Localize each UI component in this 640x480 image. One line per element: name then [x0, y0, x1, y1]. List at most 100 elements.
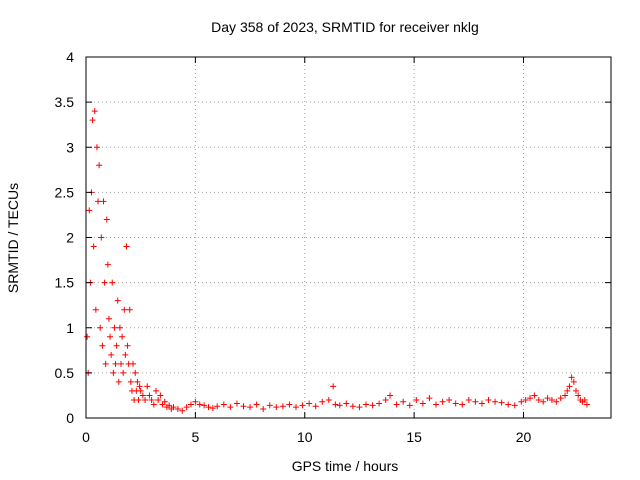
data-point [233, 400, 240, 407]
data-point [419, 400, 426, 407]
data-point [426, 395, 433, 402]
data-point [179, 407, 186, 414]
data-point [356, 404, 363, 411]
data-point [201, 402, 208, 409]
data-point [498, 399, 505, 406]
data-point [540, 398, 547, 405]
x-tick-label: 20 [516, 429, 532, 445]
data-point [511, 402, 518, 409]
data-point [369, 402, 376, 409]
data-point [89, 117, 96, 124]
data-point [349, 403, 356, 410]
data-points [84, 108, 590, 414]
data-point [583, 401, 590, 408]
data-point [155, 396, 162, 403]
data-point [122, 351, 129, 358]
data-point [116, 324, 123, 331]
data-point [166, 402, 173, 409]
data-point [157, 392, 164, 399]
plot-frame [85, 56, 612, 419]
data-point [214, 403, 221, 410]
data-point [568, 374, 575, 381]
data-point [439, 398, 446, 405]
data-point [382, 396, 389, 403]
data-point [137, 387, 144, 394]
data-point [581, 396, 588, 403]
data-point [266, 402, 273, 409]
data-point [522, 396, 529, 403]
data-point [319, 398, 326, 405]
data-point [205, 404, 212, 411]
data-point [566, 383, 573, 390]
data-point [130, 360, 137, 367]
data-point [286, 401, 293, 408]
y-tick-label: 3.5 [55, 94, 75, 110]
x-tick-label: 10 [297, 429, 313, 445]
data-point [95, 198, 102, 205]
data-point [279, 403, 286, 410]
y-tick-labels: 0 0.5 1 1.5 2 2.5 3 3.5 4 [55, 49, 75, 426]
data-point [153, 387, 159, 394]
data-point [121, 306, 128, 313]
data-point [330, 383, 337, 390]
data-point [209, 405, 216, 412]
data-point [196, 401, 203, 408]
data-point [192, 398, 199, 405]
data-point [98, 234, 105, 241]
data-point [485, 396, 492, 403]
data-point [478, 400, 485, 407]
data-point [557, 395, 564, 402]
data-point [119, 333, 126, 340]
y-tick-label: 2 [66, 230, 74, 246]
data-point [139, 392, 146, 399]
data-point [92, 306, 99, 313]
y-axis-label: SRMTID / TECUs [5, 183, 21, 293]
data-point [220, 401, 227, 408]
data-point [518, 398, 525, 405]
data-point [102, 360, 109, 367]
y-tick-label: 0.5 [55, 365, 75, 381]
data-point [247, 404, 254, 411]
data-point [90, 243, 97, 250]
data-point [376, 400, 383, 407]
data-point [111, 324, 118, 331]
data-point [107, 333, 114, 340]
data-point [144, 383, 151, 390]
data-point [531, 392, 538, 399]
data-point [393, 401, 400, 408]
data-point [91, 108, 98, 115]
data-point [459, 401, 466, 408]
data-point [227, 404, 234, 411]
x-tick-label: 0 [82, 429, 90, 445]
data-point [108, 351, 115, 358]
data-point [150, 401, 157, 408]
data-point [562, 392, 569, 399]
x-tick-label: 15 [406, 429, 422, 445]
data-point [174, 405, 181, 412]
data-point [332, 401, 339, 408]
x-tick-label: 5 [191, 429, 199, 445]
data-point [148, 396, 155, 403]
axis-ticks [85, 56, 611, 419]
chart-title: Day 358 of 2023, SRMTID for receiver nkl… [211, 19, 479, 35]
data-point [113, 342, 120, 349]
data-point [142, 396, 149, 403]
data-point [570, 378, 577, 385]
data-point [100, 198, 107, 205]
y-tick-label: 2.5 [55, 184, 75, 200]
data-point [146, 392, 153, 399]
data-point [93, 144, 100, 151]
data-point [126, 306, 133, 313]
data-point [110, 369, 117, 376]
data-point [118, 360, 124, 367]
data-point [406, 402, 413, 409]
data-point [253, 401, 260, 408]
data-point [115, 378, 122, 385]
data-point [527, 395, 534, 402]
data-point [273, 404, 280, 411]
data-point [183, 404, 190, 411]
x-tick-labels: 0 5 10 15 20 [82, 429, 531, 445]
data-point [120, 369, 127, 376]
y-tick-label: 3 [66, 139, 74, 155]
data-point [99, 342, 106, 349]
